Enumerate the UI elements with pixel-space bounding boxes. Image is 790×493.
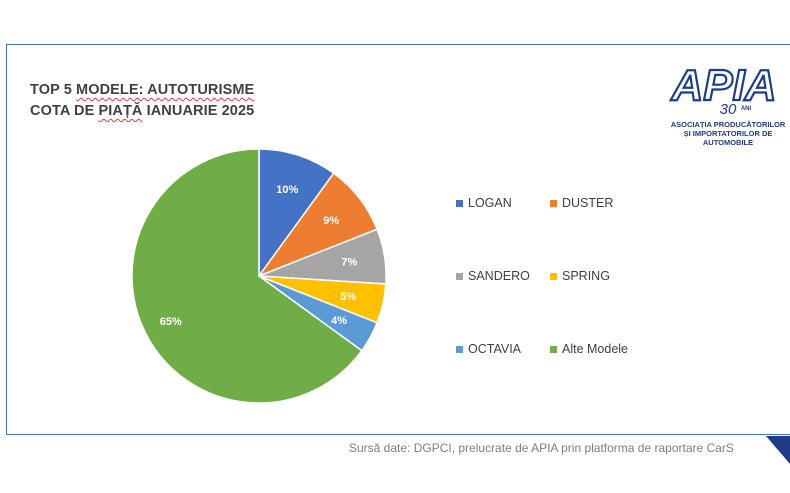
chart-title: TOP 5 MODELE: AUTOTURISME COTA DE PIAȚĂ … <box>30 80 254 122</box>
legend-item-spring[interactable]: SPRING <box>550 269 610 283</box>
pie-slice-alte-modele[interactable] <box>131 148 363 404</box>
chart-legend: LOGAN DUSTER SANDERO SPRING OCTAVIA Alte Mode… <box>456 196 656 366</box>
data-label-octavia: 4% <box>331 315 347 327</box>
apia-logo-years: 30 <box>720 101 737 118</box>
data-label-sandero: 7% <box>341 257 357 269</box>
chart-frame <box>6 44 790 435</box>
pie-slice-logan[interactable] <box>258 148 335 279</box>
title-line2-suffix: IANUARIE 2025 <box>142 103 255 119</box>
data-label-alte-modele: 65% <box>160 316 182 328</box>
legend-swatch <box>550 345 557 353</box>
title-line2-prefix: COTA DE <box>30 103 99 119</box>
title-line1-prefix: TOP 5 <box>30 82 77 98</box>
legend-item-octavia[interactable]: OCTAVIA <box>456 342 521 356</box>
legend-label: SANDERO <box>468 269 530 283</box>
apia-logo: APIA 30 ANI ASOCIAȚIA PRODUCĂTORILOR ȘI … <box>660 58 788 147</box>
apia-logo-letters: APIA <box>670 61 776 110</box>
corner-decoration <box>766 436 790 464</box>
legend-swatch <box>456 272 463 280</box>
legend-swatch <box>550 272 557 280</box>
legend-item-logan[interactable]: LOGAN <box>456 196 512 210</box>
legend-label: DUSTER <box>562 196 614 210</box>
title-line1-main: MODELE: AUTOTURISME <box>76 82 255 98</box>
apia-logo-tagline: ASOCIAȚIA PRODUCĂTORILOR ȘI IMPORTATORIL… <box>670 120 786 147</box>
legend-item-sandero[interactable]: SANDERO <box>456 269 530 283</box>
pie-slices <box>131 148 387 404</box>
legend-item-duster[interactable]: DUSTER <box>550 196 613 210</box>
data-label-logan: 10% <box>276 184 298 196</box>
pie-labels: 10% 9% 7% 5% 4% 65% <box>160 184 358 328</box>
legend-label: OCTAVIA <box>468 342 522 356</box>
source-note: Sursă date: DGPCI, prelucrate de APIA pr… <box>349 441 734 455</box>
legend-swatch <box>456 345 463 353</box>
data-label-duster: 9% <box>323 215 339 227</box>
legend-item-alte-modele[interactable]: Alte Modele <box>550 342 628 356</box>
title-line2-word: PIAȚĂ <box>98 103 143 119</box>
legend-swatch <box>550 199 557 207</box>
apia-logo-mark: APIA 30 ANI <box>669 60 777 118</box>
legend-label: SPRING <box>562 269 610 283</box>
legend-label: Alte Modele <box>562 342 629 356</box>
legend-swatch <box>456 199 463 207</box>
legend-label: LOGAN <box>468 196 512 210</box>
data-label-spring: 5% <box>340 291 356 303</box>
apia-logo-years-suffix: ANI <box>741 106 752 112</box>
